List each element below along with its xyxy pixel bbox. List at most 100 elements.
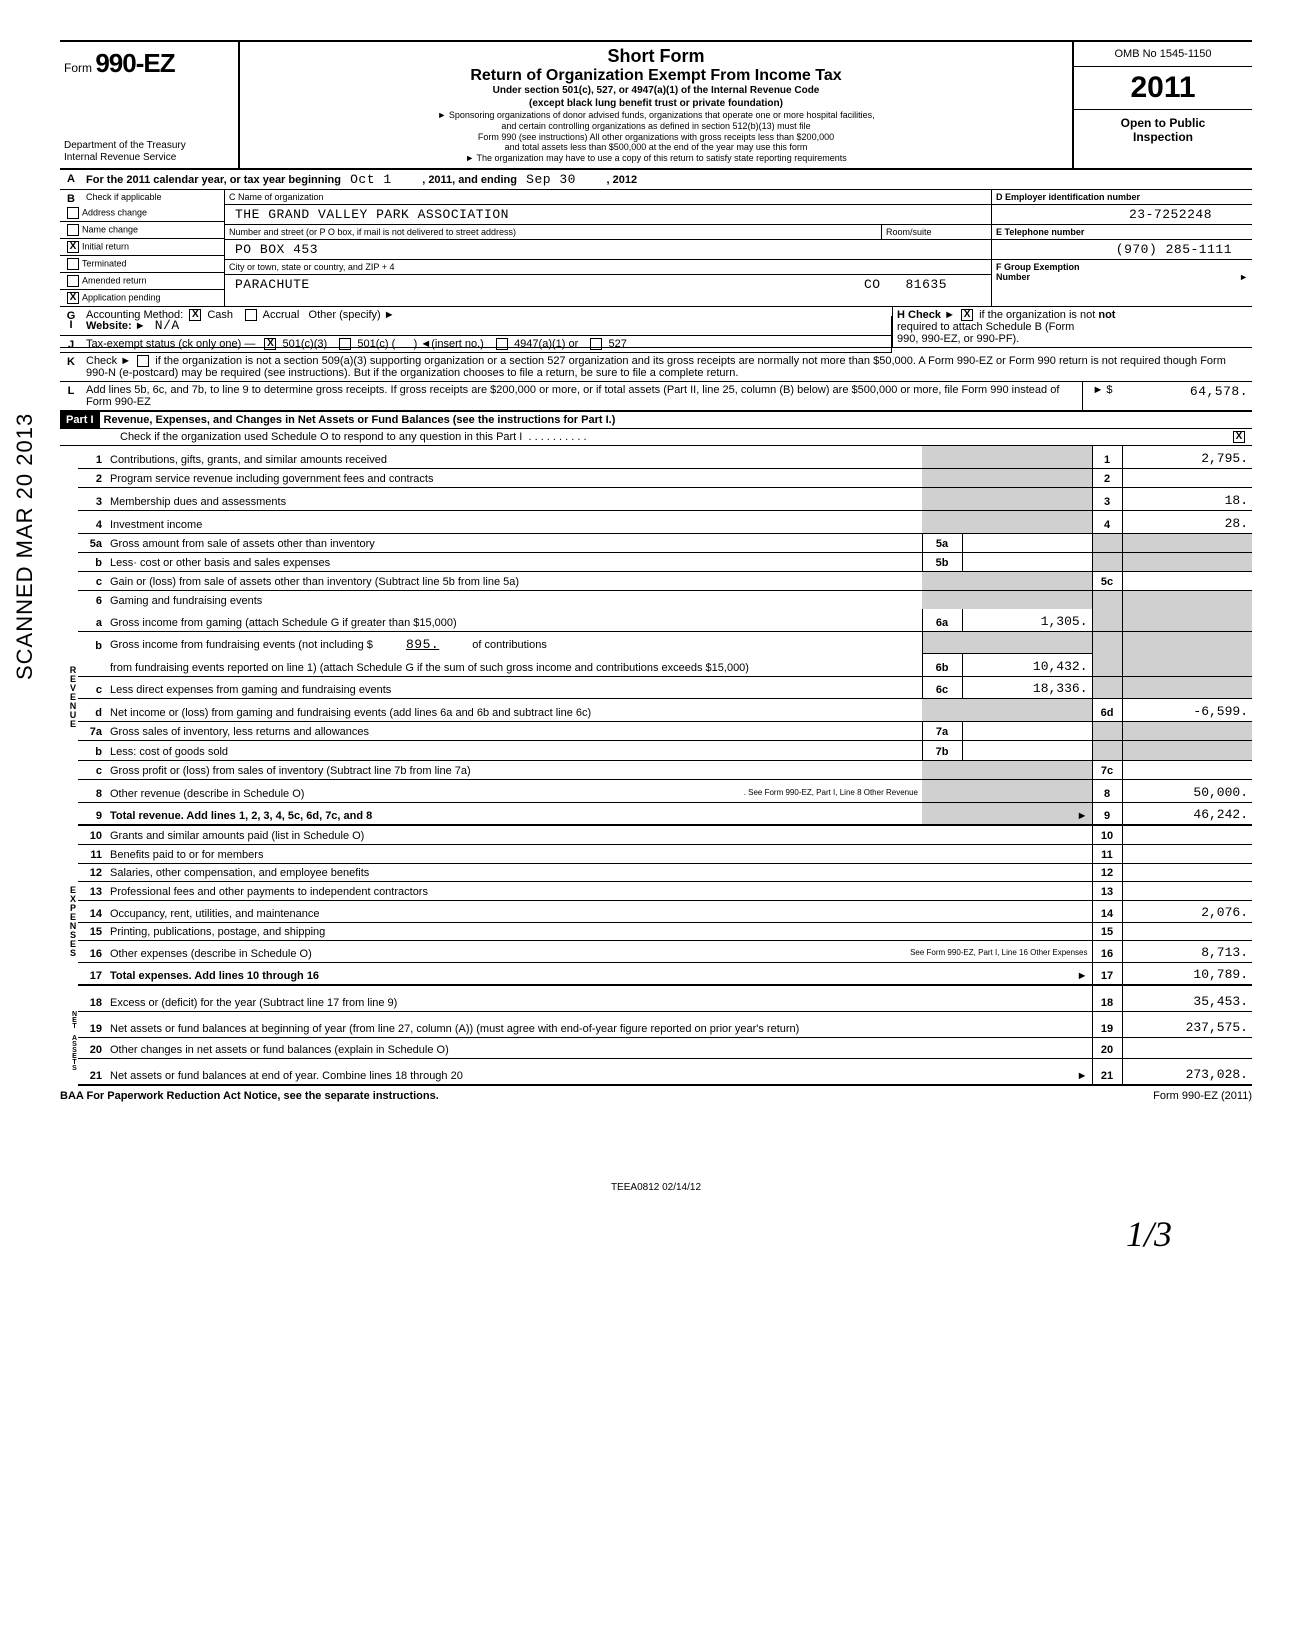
chk-4947[interactable]	[496, 338, 508, 350]
l-text: Add lines 5b, 6c, and 7b, to line 9 to d…	[82, 382, 1082, 410]
row16-text: Other expenses (describe in Schedule O)	[110, 948, 312, 960]
title-under: Under section 501(c), 527, or 4947(a)(1)…	[250, 85, 1062, 98]
row19-val: 237,575.	[1122, 1011, 1252, 1037]
chk-initial[interactable]: X	[67, 241, 79, 253]
row20-num: 20	[78, 1037, 106, 1059]
title-controlling: and certain controlling organizations as…	[250, 121, 1062, 132]
row15-val	[1122, 922, 1252, 941]
row10-num: 10	[78, 826, 106, 844]
row12-text: Salaries, other compensation, and employ…	[106, 863, 1092, 882]
row9-col: 9	[1092, 802, 1122, 825]
row5c-num: c	[78, 572, 106, 591]
chk-h[interactable]: X	[961, 309, 973, 321]
row5a-sv	[962, 533, 1092, 552]
row17-arrow: ►	[1077, 970, 1088, 982]
row21-num: 21	[78, 1059, 106, 1085]
row6b-contrib: 895.	[376, 637, 469, 652]
line-a-endyear: , 2012	[607, 174, 638, 186]
chk-k[interactable]	[137, 355, 149, 367]
row14-num: 14	[78, 900, 106, 922]
row11-num: 11	[78, 844, 106, 863]
h-text1: if the organization is not	[979, 309, 1095, 321]
org-name: THE GRAND VALLEY PARK ASSOCIATION	[225, 205, 991, 225]
lbl-4947: 4947(a)(1) or	[514, 338, 578, 350]
footer-baa: BAA For Paperwork Reduction Act Notice, …	[60, 1090, 1153, 1102]
row9-text: Total revenue. Add lines 1, 2, 3, 4, 5c,…	[110, 810, 372, 822]
row12-val	[1122, 863, 1252, 882]
row6b2-text: from fundraising events reported on line…	[106, 654, 922, 677]
row17-val: 10,789.	[1122, 963, 1252, 986]
row6c-sub: 6c	[922, 676, 962, 699]
row7a-num: 7a	[78, 722, 106, 741]
f-label: F Group Exemption	[996, 262, 1080, 272]
row12-col: 12	[1092, 863, 1122, 882]
row5a-num: 5a	[78, 533, 106, 552]
chk-527[interactable]	[590, 338, 602, 350]
row11-text: Benefits paid to or for members	[106, 844, 1092, 863]
phone: (970) 285-1111	[992, 240, 1252, 260]
row13-val	[1122, 882, 1252, 901]
row6d-text: Net income or (loss) from gaming and fun…	[106, 699, 922, 722]
row7c-col: 7c	[1092, 760, 1122, 779]
row7c-val	[1122, 760, 1252, 779]
row21-arrow: ►	[1077, 1070, 1088, 1082]
title-shortform: Short Form	[250, 46, 1062, 67]
row21-col: 21	[1092, 1059, 1122, 1085]
footer-formid: Form 990-EZ (2011)	[1153, 1090, 1252, 1102]
row1-num: 1	[78, 446, 106, 468]
row6b-text: Gross income from fundraising events (no…	[110, 639, 373, 651]
row17-col: 17	[1092, 963, 1122, 986]
lbl-terminated: Terminated	[82, 258, 127, 268]
row3-val: 18.	[1122, 488, 1252, 511]
k-text: if the organization is not a section 509…	[86, 355, 1226, 379]
row5b-sub: 5b	[922, 552, 962, 571]
chk-501c3[interactable]: X	[264, 338, 276, 350]
chk-scheduleO[interactable]: X	[1233, 431, 1245, 443]
dept-irs: Internal Revenue Service	[64, 152, 230, 164]
row15-text: Printing, publications, postage, and shi…	[106, 922, 1092, 941]
title-assets: and total assets less than $500,000 at t…	[250, 142, 1062, 153]
row14-col: 14	[1092, 900, 1122, 922]
row3-num: 3	[78, 488, 106, 511]
chk-addr-change[interactable]	[67, 207, 79, 219]
row1-val: 2,795.	[1122, 446, 1252, 468]
year-end: Sep 30	[526, 172, 576, 187]
row3-col: 3	[1092, 488, 1122, 511]
chk-terminated[interactable]	[67, 258, 79, 270]
vlabel-expenses: EXPENSES	[60, 826, 78, 986]
k-label: Check ►	[86, 355, 131, 367]
part1-title: Revenue, Expenses, and Changes in Net As…	[100, 412, 620, 428]
row6b2-sub: 6b	[922, 654, 962, 677]
line-a-label: For the 2011 calendar year, or tax year …	[86, 174, 341, 186]
row6c-sv: 18,336.	[962, 676, 1092, 699]
row18-col: 18	[1092, 986, 1122, 1011]
title-except: (except black lung benefit trust or priv…	[250, 98, 1062, 111]
c-label: C Name of organization	[225, 190, 991, 205]
row6-text: Gaming and fundraising events	[106, 591, 922, 610]
row9-arrow: ►	[962, 802, 1092, 825]
j-label: Tax-exempt status (ck only one) —	[86, 338, 255, 350]
row20-text: Other changes in net assets or fund bala…	[106, 1037, 1092, 1059]
lbl-addr-change: Address change	[82, 207, 147, 217]
row6c-num: c	[78, 676, 106, 699]
row2-num: 2	[78, 468, 106, 487]
lbl-app-pending: Application pending	[82, 292, 161, 302]
row2-text: Program service revenue including govern…	[106, 468, 922, 487]
row5a-sub: 5a	[922, 533, 962, 552]
open-public-2: Inspection	[1074, 130, 1252, 144]
row2-col: 2	[1092, 468, 1122, 487]
row7a-text: Gross sales of inventory, less returns a…	[106, 722, 922, 741]
row5b-num: b	[78, 552, 106, 571]
chk-amended[interactable]	[67, 275, 79, 287]
row8-val: 50,000.	[1122, 779, 1252, 802]
row9-val: 46,242.	[1122, 802, 1252, 825]
title-sponsor: ► Sponsoring organizations of donor advi…	[250, 110, 1062, 121]
part1-chk-text: Check if the organization used Schedule …	[120, 431, 522, 443]
chk-app-pending[interactable]: X	[67, 292, 79, 304]
room-label: Room/suite	[881, 225, 991, 239]
row21-text: Net assets or fund balances at end of ye…	[110, 1070, 463, 1082]
chk-name-change[interactable]	[67, 224, 79, 236]
omb-number: OMB No 1545-1150	[1074, 42, 1252, 67]
chk-501c[interactable]	[339, 338, 351, 350]
vlabel-netassets: NET ASSETS	[60, 986, 78, 1086]
